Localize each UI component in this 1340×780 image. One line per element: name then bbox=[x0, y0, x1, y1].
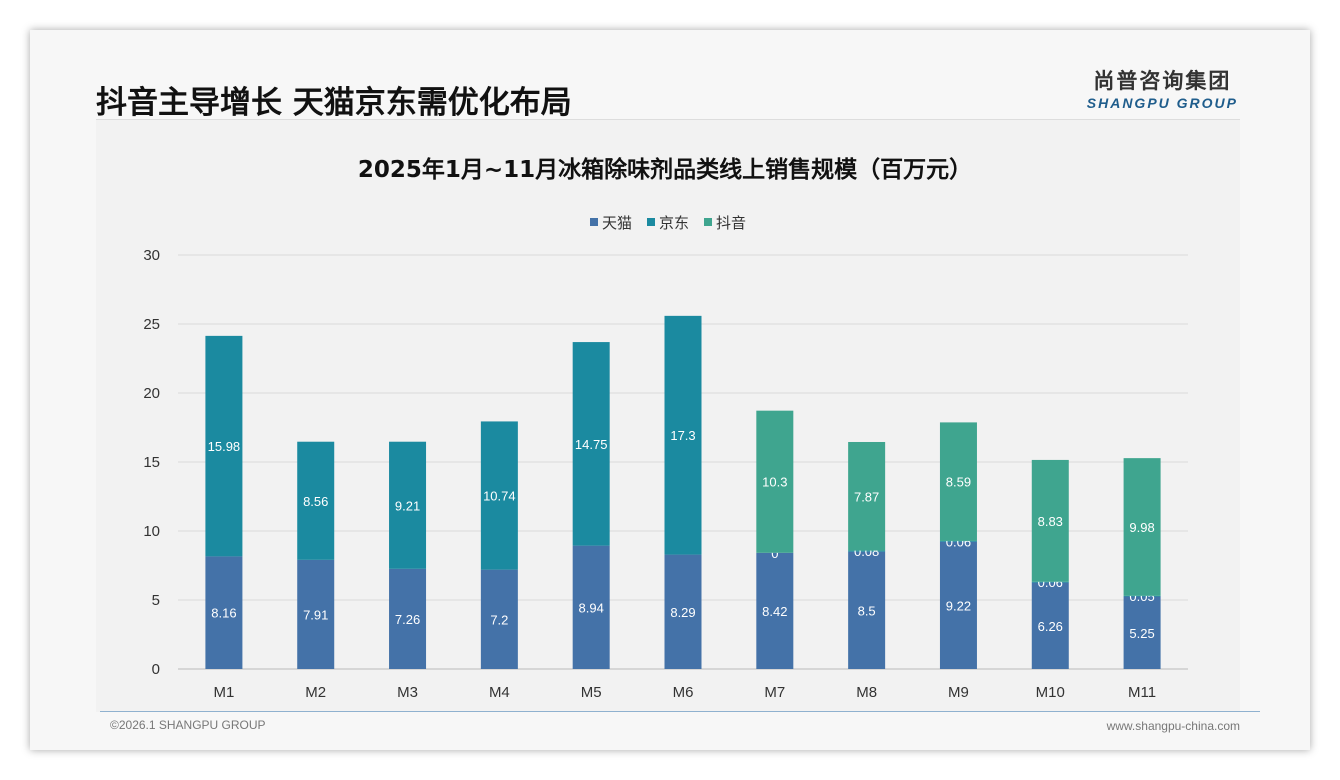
page-title: 抖音主导增长 天猫京东需优化布局 bbox=[96, 85, 572, 121]
x-tick-label: M6 bbox=[673, 684, 694, 701]
bar-天猫 bbox=[297, 559, 335, 669]
legend: 天猫 京东 抖音 bbox=[590, 215, 746, 232]
logo: 尚普咨询集团 SHANGPU GROUP bbox=[1087, 65, 1238, 111]
x-axis: M1 M2 M3 M4 M5 M6 M7 M8 M9 M10 M11 bbox=[213, 684, 1156, 701]
bar-天猫 bbox=[1123, 596, 1161, 669]
data-label: 9.21 bbox=[395, 498, 420, 513]
x-tick-label: M7 bbox=[764, 684, 785, 701]
bar-抖音 bbox=[1031, 459, 1069, 582]
logo-en: SHANGPU GROUP bbox=[1086, 95, 1238, 111]
data-label: 14.75 bbox=[575, 437, 608, 452]
data-label: 8.29 bbox=[670, 605, 695, 620]
data-label: 8.56 bbox=[303, 494, 328, 509]
data-label: 9.98 bbox=[1129, 520, 1154, 535]
y-tick-label: 5 bbox=[152, 592, 160, 609]
y-tick-label: 20 bbox=[143, 385, 160, 402]
x-tick-label: M8 bbox=[856, 684, 877, 701]
y-tick-label: 25 bbox=[143, 316, 160, 333]
data-label: 8.5 bbox=[858, 603, 876, 618]
chart-title: 2025年1月~11月冰箱除味剂品类线上销售规模（百万元） bbox=[358, 156, 972, 183]
bar-京东 bbox=[848, 550, 886, 552]
bar-京东 bbox=[1123, 595, 1161, 597]
copyright: ©2026.1 SHANGPU GROUP bbox=[110, 718, 266, 732]
data-label: 8.59 bbox=[946, 475, 971, 490]
bar-天猫 bbox=[939, 541, 977, 669]
data-label: 8.42 bbox=[762, 604, 787, 619]
legend-label: 京东 bbox=[659, 215, 689, 232]
data-label: 15.98 bbox=[208, 439, 241, 454]
data-label: 8.94 bbox=[579, 600, 604, 615]
bar-天猫 bbox=[205, 556, 243, 669]
data-label: 10.3 bbox=[762, 475, 787, 490]
y-tick-label: 10 bbox=[143, 523, 160, 540]
y-tick-label: 15 bbox=[143, 454, 160, 471]
legend-swatch bbox=[704, 218, 712, 226]
y-tick-label: 30 bbox=[143, 247, 160, 264]
data-label: 8.16 bbox=[211, 606, 236, 621]
x-tick-label: M9 bbox=[948, 684, 969, 701]
data-label: 7.26 bbox=[395, 612, 420, 627]
x-tick-label: M10 bbox=[1036, 684, 1065, 701]
logo-cn: 尚普咨询集团 bbox=[1093, 69, 1232, 93]
bar-天猫 bbox=[1031, 582, 1069, 669]
data-label: 5.25 bbox=[1129, 626, 1154, 641]
bar-天猫 bbox=[480, 569, 518, 669]
bar-天猫 bbox=[848, 551, 886, 669]
legend-label: 抖音 bbox=[716, 215, 746, 232]
x-tick-label: M1 bbox=[213, 684, 234, 701]
data-label: 6.26 bbox=[1038, 619, 1063, 634]
bar-京东 bbox=[389, 441, 427, 569]
x-tick-label: M4 bbox=[489, 684, 510, 701]
data-label: 17.3 bbox=[670, 428, 695, 443]
bar-抖音 bbox=[756, 410, 794, 553]
bar-京东 bbox=[664, 315, 702, 555]
footer-divider bbox=[100, 711, 1260, 712]
bar-京东 bbox=[297, 441, 335, 560]
bar-京东 bbox=[1031, 581, 1069, 583]
bar-抖音 bbox=[848, 441, 886, 551]
bar-京东 bbox=[572, 342, 610, 546]
data-label: 7.91 bbox=[303, 607, 328, 622]
legend-label: 天猫 bbox=[602, 215, 632, 232]
data-label: 0 bbox=[771, 546, 778, 561]
x-tick-label: M2 bbox=[305, 684, 326, 701]
data-label: 7.87 bbox=[854, 489, 879, 504]
website-url: www.shangpu-china.com bbox=[1106, 719, 1240, 733]
x-tick-label: M3 bbox=[397, 684, 418, 701]
bar-天猫 bbox=[389, 568, 427, 669]
bar-京东 bbox=[480, 421, 518, 570]
data-label: 9.22 bbox=[946, 598, 971, 613]
y-tick-label: 0 bbox=[152, 661, 160, 678]
bars: 8.16 15.98 7.91 8.56 7.26 9.21 7.2 10.74 8.94 14.… bbox=[205, 315, 1161, 669]
bar-京东 bbox=[939, 540, 977, 542]
bar-天猫 bbox=[572, 545, 610, 669]
data-label: 8.83 bbox=[1038, 514, 1063, 529]
data-label: 10.74 bbox=[483, 489, 516, 504]
bar-天猫 bbox=[756, 552, 794, 669]
bar-京东 bbox=[205, 335, 243, 557]
legend-swatch bbox=[647, 218, 655, 226]
bar-天猫 bbox=[664, 554, 702, 669]
legend-swatch bbox=[590, 218, 598, 226]
bar-抖音 bbox=[1123, 458, 1161, 596]
x-tick-label: M11 bbox=[1128, 684, 1156, 701]
bar-抖音 bbox=[939, 422, 977, 541]
data-label: 7.2 bbox=[490, 612, 508, 627]
header-divider bbox=[96, 119, 1240, 120]
x-tick-label: M5 bbox=[581, 684, 602, 701]
